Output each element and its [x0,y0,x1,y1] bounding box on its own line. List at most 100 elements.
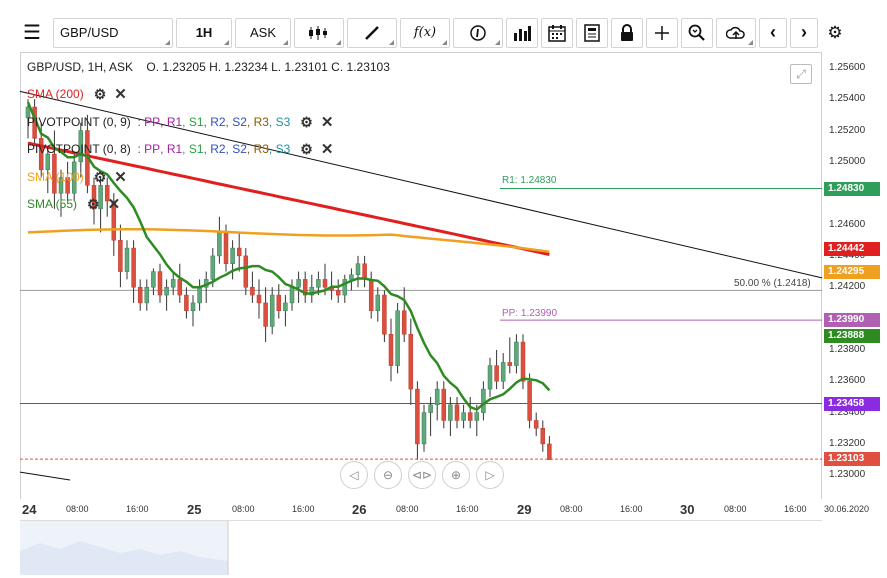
chart-navigation: ◁ ⊖ ⊲⊳ ⊕ ▷ [340,461,510,489]
candle-body [98,185,103,210]
pan-left-button[interactable]: ◁ [340,461,368,489]
indicators-button[interactable]: f(x) [400,17,450,48]
menu-button[interactable]: ☰ [14,17,50,48]
fib-annotation: 50.00 % (1.2418) [734,278,811,289]
x-tick-label: 24 [22,502,37,517]
indicator-row[interactable]: SMA (55) ⚙ ✕ [27,195,121,214]
chart-type-button[interactable] [294,17,344,48]
calendar-button[interactable] [541,17,573,48]
candle-body [177,279,183,296]
toolbar: ☰ GBP/USD 1H ASK f(x) ‹ › [14,16,884,49]
candle-body [236,247,242,257]
news-button[interactable] [576,17,608,48]
symbol-label: GBP/USD [60,25,119,40]
gear-icon[interactable]: ⚙ [87,195,100,212]
x-tick-label: 08:00 [724,504,747,514]
zoom-in-button[interactable]: ⊕ [442,461,470,489]
upload-button[interactable] [716,17,756,48]
candle-body [355,263,361,275]
candle-body [276,294,282,311]
x-tick-label: 26 [352,502,367,517]
pan-right-button[interactable]: ▷ [476,461,504,489]
candle-body [461,412,466,421]
candle-body [540,428,546,445]
candle-body [137,286,143,304]
x-tick-label: 30.06.2020 [824,504,870,514]
symbol-selector[interactable]: GBP/USD [53,17,173,48]
sma-100-line [27,228,550,254]
y-tick-label: 1.25000 [829,155,866,167]
fit-button[interactable]: ⊲⊳ [408,461,436,489]
lock-button[interactable] [611,17,643,48]
price-chart[interactable] [0,52,887,574]
price-tag: 1.23888 [824,329,880,344]
price-tag: 1.23103 [824,452,880,467]
candle-body [184,294,189,311]
y-tick-label: 1.24600 [829,218,866,230]
candle-body [368,279,374,311]
gear-icon[interactable]: ⚙ [93,85,107,102]
close-icon[interactable]: ✕ [107,196,121,213]
indicator-row[interactable]: SMA (100) ⚙ ✕ [27,168,127,187]
price-tag: 1.23990 [824,313,880,328]
y-tick-label: 1.25400 [829,93,866,105]
close-icon[interactable]: ✕ [114,169,127,186]
y-tick-label: 1.25200 [829,124,866,136]
candle-body [481,388,486,413]
volume-button[interactable] [506,17,538,48]
gear-icon[interactable]: ⚙ [300,113,313,130]
candle-body [500,362,506,382]
zoom-out-button[interactable]: ⊖ [374,461,402,489]
candle-body [388,334,394,366]
candle-body [223,232,229,264]
info-button[interactable] [453,17,503,48]
indicator-row[interactable]: PIVOTPOINT (0, 8) : PP, R1, S1, R2, S2, … [27,140,334,159]
candle-body [527,381,532,421]
crosshair-icon [655,25,669,40]
zoom-icon [688,24,705,41]
indicator-label[interactable]: SMA (55) [27,197,78,211]
settings-button[interactable]: ⚙ [821,17,849,48]
candle-body [151,271,156,288]
close-icon[interactable]: ✕ [320,114,334,131]
indicator-row[interactable]: SMA (200) ⚙ ✕ [27,85,127,104]
scroll-left-button[interactable]: ‹ [759,17,787,48]
calendar-icon [548,24,566,42]
chevron-left-icon: ‹ [770,22,776,42]
x-tick-label: 16:00 [126,504,149,514]
expand-icon[interactable]: ⤢ [790,64,812,84]
price-tag: 1.23458 [824,396,880,411]
close-icon[interactable]: ✕ [114,86,127,103]
ohlc-info: GBP/USD, 1H, ASK O. 1.23205 H. 1.23234 L… [27,60,390,74]
x-tick-label: 08:00 [232,504,255,514]
timeframe-selector[interactable]: 1H [176,17,232,48]
candle-body [283,302,288,311]
y-tick-label: 1.23000 [829,469,866,481]
indicator-label[interactable]: PIVOTPOINT (0, 9) [27,115,131,129]
candle-body [190,302,196,311]
candle-body [197,286,202,304]
price-tag: 1.24295 [824,265,880,280]
candle-body [144,286,150,304]
indicator-label[interactable]: SMA (100) [27,170,84,184]
candle-body [230,247,235,264]
gear-icon[interactable]: ⚙ [93,168,107,185]
overview-navigator[interactable] [20,520,822,575]
indicator-row[interactable]: PIVOTPOINT (0, 9) : PP, R1, S1, R2, S2, … [27,113,334,132]
y-tick-label: 1.23800 [829,343,866,355]
indicator-label[interactable]: SMA (200) [27,87,84,101]
candle-body [494,365,499,382]
crosshair-button[interactable] [646,17,678,48]
menu-icon: ☰ [23,22,41,44]
candle-body [415,388,420,445]
indicator-label[interactable]: PIVOTPOINT (0, 8) [27,142,131,156]
gear-icon[interactable]: ⚙ [300,140,313,157]
pivot-level-label: , S1 [182,115,204,129]
draw-tool-button[interactable] [347,17,397,48]
price-type-selector[interactable]: ASK [235,17,291,48]
chart-area[interactable]: GBP/USD, 1H, ASK O. 1.23205 H. 1.23234 L… [0,52,887,575]
close-icon[interactable]: ✕ [320,141,334,158]
candle-body [71,161,77,194]
scroll-right-button[interactable]: › [790,17,818,48]
zoom-button[interactable] [681,17,713,48]
